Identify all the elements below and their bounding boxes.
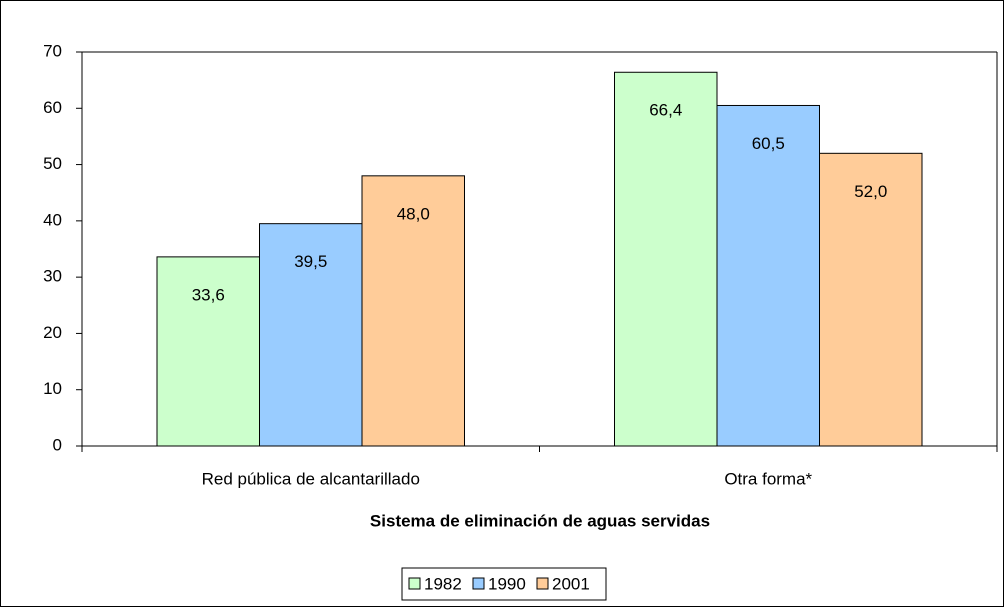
y-tick-label: 0 [53,435,62,454]
data-label: 66,4 [649,101,682,120]
y-tick-label: 10 [43,379,62,398]
bar [614,71,718,447]
legend-swatch [536,577,549,590]
y-tick-label: 30 [43,267,62,286]
y-tick-label: 20 [43,323,62,342]
legend-label: 1990 [488,574,526,593]
x-axis-title: Sistema de eliminación de aguas servidas [370,511,710,530]
data-label: 48,0 [397,204,430,223]
x-tick-label: Otra forma* [724,469,812,488]
legend-label: 1982 [424,574,462,593]
bar [716,104,820,447]
bar [156,256,260,447]
legend-swatch [472,577,485,590]
bar [819,152,923,447]
y-tick-label: 70 [43,41,62,60]
data-label: 60,5 [752,134,785,153]
legend-swatch [408,577,421,590]
y-tick-label: 40 [43,210,62,229]
legend-label: 2001 [552,574,590,593]
data-label: 52,0 [854,182,887,201]
x-tick-label: Red pública de alcantarillado [202,469,420,488]
legend-box [401,567,607,601]
bar [361,175,465,447]
y-tick-label: 50 [43,154,62,173]
bar [259,223,363,447]
data-label: 33,6 [192,285,225,304]
y-tick-label: 60 [43,98,62,117]
data-label: 39,5 [294,252,327,271]
